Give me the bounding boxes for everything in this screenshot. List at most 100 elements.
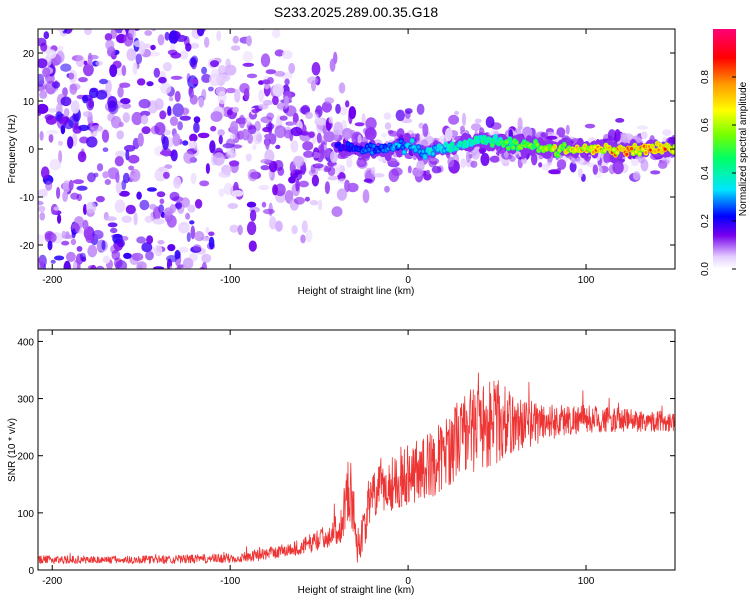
spectrogram-blob — [212, 152, 225, 166]
spectrogram-blob — [251, 109, 260, 114]
spectrogram-blob — [168, 96, 174, 102]
spectrogram-blob — [373, 173, 385, 178]
spectrogram-blob — [60, 63, 72, 72]
ridge-peak — [630, 147, 634, 151]
spectrogram-blob — [570, 156, 582, 165]
spectrogram-blob — [68, 179, 74, 191]
spectrogram-blob — [260, 165, 270, 171]
spectrogram-blob — [87, 172, 96, 183]
spectrogram-blob — [407, 165, 412, 174]
spectrogram-blob — [141, 126, 151, 135]
spectrogram-blob — [38, 58, 48, 69]
snr-x-tick-label: -200 — [42, 576, 62, 587]
spectrogram-blob — [70, 192, 79, 200]
spectrogram-blob — [82, 111, 93, 118]
spectrogram-blob — [272, 95, 279, 106]
spectrogram-blob — [144, 30, 153, 36]
spectrogram-x-tick-label: 100 — [578, 275, 595, 286]
spectrogram-blob — [265, 69, 277, 75]
spectrogram-blob — [71, 228, 76, 239]
colorbar-tick-label: 0.0 — [700, 262, 711, 276]
spectrogram-blob — [167, 105, 172, 116]
spectrogram-blob — [540, 132, 549, 138]
ridge-peak — [615, 151, 619, 155]
spectrogram-y-tick-label: 20 — [23, 49, 35, 60]
spectrogram-blob — [229, 133, 236, 140]
spectrogram-blob — [160, 82, 172, 95]
spectrogram-blob — [144, 215, 153, 223]
spectrogram-blob — [290, 126, 303, 137]
spectrogram-blob — [40, 166, 50, 179]
spectrogram-blob — [152, 266, 165, 269]
spectrogram-blob — [265, 122, 275, 130]
spectrogram-x-ticks: -200 -100 0 100 — [42, 29, 595, 286]
spectrogram-blob — [185, 212, 191, 220]
spectrogram-blob — [124, 144, 136, 152]
spectrogram-blob — [41, 188, 49, 197]
spectrogram-blob — [63, 108, 70, 118]
spectrogram-blob — [245, 153, 252, 162]
spectrogram-blob — [190, 55, 199, 65]
spectrogram-blob — [178, 246, 189, 253]
spectrogram-blob — [150, 29, 157, 32]
spectrogram-blob — [56, 45, 64, 52]
spectrogram-blob — [174, 249, 181, 260]
spectrogram-blob — [46, 49, 57, 59]
spectrogram-blob — [252, 131, 263, 145]
spectrogram-blob — [89, 264, 97, 269]
spectrogram-x-label: Height of straight line (km) — [298, 286, 415, 297]
spectrogram-blob — [125, 204, 136, 215]
spectrogram-blob — [321, 149, 332, 159]
spectrogram-blob — [153, 67, 160, 78]
spectrogram-x-tick-label: -200 — [42, 275, 62, 286]
spectrogram-blob — [102, 255, 111, 264]
spectrogram-blob — [115, 150, 126, 158]
ridge-peak — [633, 144, 637, 148]
spectrogram-blob — [460, 125, 465, 133]
spectrogram-blob — [95, 265, 105, 269]
ridge-peak — [583, 144, 587, 148]
spectrogram-blob — [159, 150, 172, 156]
spectrogram-blob — [465, 150, 471, 163]
spectrogram-blob — [45, 115, 58, 125]
spectrogram-blob — [76, 246, 83, 252]
spectrogram-blob — [109, 64, 118, 78]
spectrogram-blob — [243, 88, 250, 101]
spectrogram-blob — [362, 189, 370, 204]
spectrogram-y-ticks: -20 -10 0 10 20 — [20, 49, 675, 252]
spectrogram-blob — [122, 172, 130, 184]
spectrogram-blob — [274, 70, 286, 77]
snr-y-tick-label: 200 — [17, 452, 34, 463]
spectrogram-blob — [114, 156, 124, 167]
spectrogram-blob — [218, 135, 223, 145]
spectrogram-blob — [298, 180, 309, 188]
spectrogram-blob — [603, 152, 610, 164]
spectrogram-blob — [108, 101, 119, 115]
spectrogram-blob — [283, 129, 293, 139]
spectrogram-blob — [447, 156, 455, 168]
spectrogram-blob — [248, 125, 257, 135]
spectrogram-blob — [189, 220, 195, 225]
ridge-peak — [638, 152, 642, 156]
spectrogram-blob — [45, 180, 53, 191]
spectrogram-blob — [167, 49, 178, 56]
spectrogram-blob — [241, 128, 250, 141]
ridge-peak — [556, 153, 560, 157]
spectrogram-blob — [246, 35, 252, 47]
spectrogram-blob — [70, 100, 80, 114]
spectrogram-blob — [396, 128, 405, 139]
spectrogram-blob — [80, 269, 86, 278]
spectrogram-blob — [140, 114, 149, 125]
spectrogram-blob — [470, 123, 482, 131]
spectrogram-blob — [123, 32, 134, 47]
spectrogram-blob — [327, 166, 336, 176]
spectrogram-blob — [131, 252, 144, 261]
spectrogram-blob — [517, 117, 523, 131]
spectrogram-blob — [229, 120, 239, 135]
spectrogram-blob — [480, 152, 490, 166]
ridge-peak — [511, 145, 515, 150]
spectrogram-blob — [121, 65, 127, 77]
ridge-peak — [372, 144, 376, 148]
spectrogram-blob — [145, 251, 154, 261]
spectrogram-blob — [102, 147, 109, 152]
